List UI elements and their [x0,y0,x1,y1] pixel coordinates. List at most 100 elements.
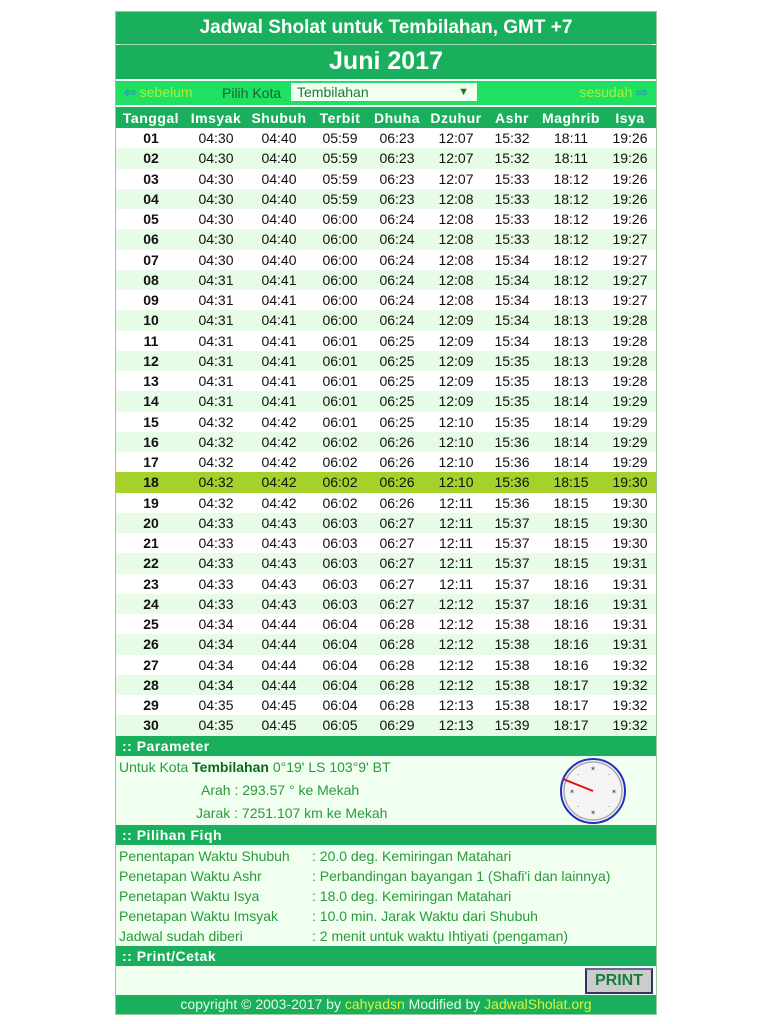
table-row: 05 04:30 04:40 06:00 06:24 12:08 15:33 18:12 19:… [116,209,656,229]
time-cell: 12:08 [438,251,474,268]
table-row: 11 04:31 04:41 06:01 06:25 12:09 15:34 18:13 19:… [116,331,656,351]
fiqh-row: Penetapan Waktu Isya: 18.0 deg. Kemiring… [116,886,656,906]
date-cell: 06 [116,229,186,250]
time-cell: 15:37 [486,553,538,574]
time-cell: 06:00 [312,269,368,290]
time-cell: 06:26 [368,431,426,452]
table-row: 20 04:33 04:43 06:03 06:27 12:11 15:37 18:15 19:… [116,512,656,533]
time-cell: 04:42 [261,494,297,511]
time-cell: 19:32 [604,715,656,736]
svg-text:·: · [577,771,579,779]
prev-month-link[interactable]: ⇦ sebelum [124,84,193,101]
time-cell: 04:32 [198,454,234,471]
print-button[interactable]: PRINT [585,967,653,994]
table-row: 23 04:33 04:43 06:03 06:27 12:11 15:37 18:16 19:… [116,574,656,594]
date-cell: 09 [143,292,159,309]
time-cell: 06:24 [379,292,415,309]
time-cell: 06:24 [379,251,415,268]
time-cell: 04:41 [246,350,312,371]
time-cell: 19:27 [612,251,648,268]
time-cell: 06:24 [368,269,426,290]
time-cell: 12:07 [438,170,474,187]
table-row: 17 04:32 04:42 06:02 06:26 12:10 15:36 18:14 19:… [116,452,656,472]
table-row: 28 04:34 04:44 06:04 06:28 12:12 15:38 18:17 19:… [116,674,656,695]
time-cell: 06:02 [312,472,368,493]
time-cell: 06:00 [312,310,368,331]
divider [120,44,652,45]
site-link[interactable]: JadwalSholat.org [484,995,592,1012]
fiqh-label: Jadwal sudah diberi [119,928,243,945]
time-cell: 18:12 [553,251,589,268]
footer: copyright © 2003-2017 by cahyadsn Modifi… [116,994,656,1014]
table-row: 24 04:33 04:43 06:03 06:27 12:12 15:37 18:16 19:… [116,593,656,614]
time-cell: 06:27 [379,575,415,592]
time-cell: 12:11 [439,535,473,552]
page-title: Jadwal Sholat untuk Tembilahan, GMT +7 [116,12,656,44]
table-row: 30 04:35 04:45 06:05 06:29 12:13 15:39 18:17 19:… [116,715,656,736]
time-cell: 06:04 [322,656,358,673]
qibla-direction: Arah : 293.57 ° ke Mekah [201,781,360,798]
time-cell: 15:37 [486,512,538,533]
table-row: 02 04:30 04:40 05:59 06:23 12:07 15:32 18:11 19:… [116,148,656,169]
table-row: 01 04:30 04:40 05:59 06:23 12:07 15:32 18:11 19:… [116,128,656,148]
fiqh-row: Penetapan Waktu Imsyak: 10.0 min. Jarak … [116,906,656,926]
time-cell: 04:40 [246,148,312,169]
time-cell: 06:01 [312,391,368,412]
parameter-panel: Untuk Kota Tembilahan 0°19' LS 103°9' BT… [116,755,656,825]
time-cell: 04:40 [261,211,297,228]
time-cell: 19:26 [604,148,656,169]
table-row: 07 04:30 04:40 06:00 06:24 12:08 15:34 18:12 19:… [116,250,656,270]
svg-text:✶: ✶ [590,809,596,817]
table-row: 04 04:30 04:40 05:59 06:23 12:08 15:33 18:12 19:… [116,188,656,209]
date-cell: 30 [116,715,186,736]
time-cell: 18:17 [538,674,604,695]
arrow-left-icon: ⇦ [124,84,136,100]
city-select-value: Tembilahan [297,84,369,100]
time-cell: 19:26 [612,130,648,147]
time-cell: 15:33 [486,229,538,250]
next-month-link[interactable]: sesudah ⇨ [579,84,648,101]
time-cell: 12:12 [426,634,486,655]
time-cell: 04:43 [246,553,312,574]
table-row: 10 04:31 04:41 06:00 06:24 12:09 15:34 18:13 19:… [116,310,656,331]
table-row: 27 04:34 04:44 06:04 06:28 12:12 15:38 18:16 19:… [116,655,656,675]
time-cell: 04:41 [246,391,312,412]
time-cell: 12:07 [426,148,486,169]
table-header: Tanggal Imsyak Shubuh Terbit Dhuha Dzuhur Ashr… [116,107,656,128]
time-cell: 18:15 [538,472,604,493]
time-cell: 04:31 [198,373,234,390]
time-cell: 15:37 [486,593,538,614]
time-cell: 15:36 [494,494,530,511]
time-cell: 04:31 [186,350,246,371]
time-cell: 15:33 [494,170,530,187]
date-cell: 01 [143,130,159,147]
time-cell: 04:33 [198,535,234,552]
time-cell: 12:08 [438,292,474,309]
author-link[interactable]: cahyadsn [344,995,405,1012]
time-cell: 18:11 [538,148,604,169]
time-cell: 15:38 [494,616,530,633]
svg-text:·: · [608,803,610,811]
time-cell: 12:12 [438,656,474,673]
time-cell: 04:30 [198,170,234,187]
time-cell: 15:35 [494,413,530,430]
time-cell: 12:12 [438,616,474,633]
svg-text:·: · [608,771,610,779]
time-cell: 04:34 [198,656,234,673]
time-cell: 06:01 [322,332,358,349]
city-select[interactable]: Tembilahan ▼ [291,83,477,101]
time-cell: 18:12 [553,170,589,187]
time-cell: 06:25 [379,373,415,390]
time-cell: 18:13 [538,350,604,371]
fiqh-value: : 18.0 deg. Kemiringan Matahari [312,887,512,904]
time-cell: 15:33 [494,211,530,228]
column-header: Terbit [312,107,368,128]
time-cell: 12:08 [438,211,474,228]
table-row: 15 04:32 04:42 06:01 06:25 12:10 15:35 18:14 19:… [116,412,656,432]
time-cell: 04:42 [246,431,312,452]
time-cell: 06:03 [322,575,358,592]
table-row: 12 04:31 04:41 06:01 06:25 12:09 15:35 18:13 19:… [116,350,656,371]
time-cell: 04:43 [261,575,297,592]
city-info: Untuk Kota Tembilahan 0°19' LS 103°9' BT [119,759,391,775]
fiqh-row: Penetapan Waktu Ashr: Perbandingan bayan… [116,866,656,886]
